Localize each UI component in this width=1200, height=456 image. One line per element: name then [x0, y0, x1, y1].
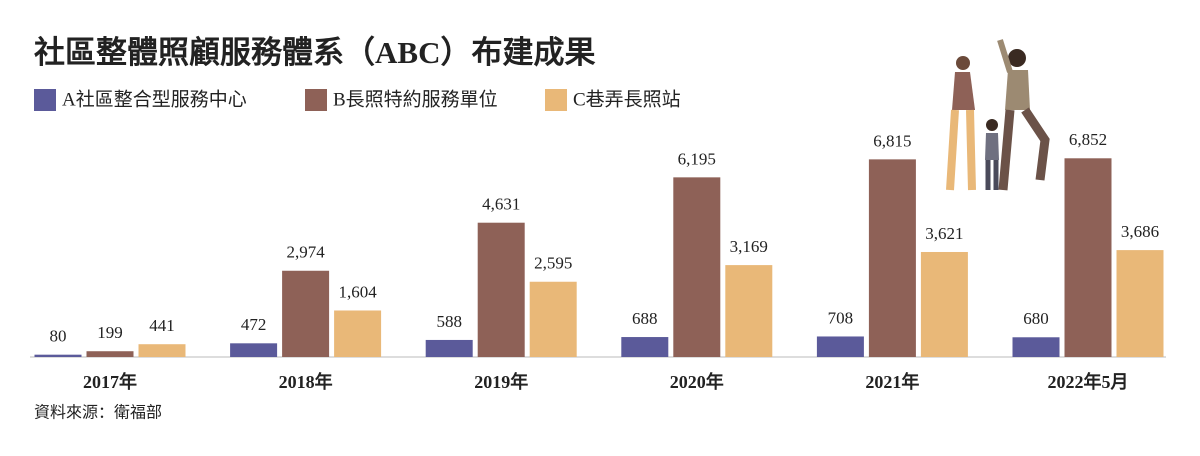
bar [920, 251, 968, 357]
x-tick-label: 2019年 [474, 371, 528, 392]
chart-title: 社區整體照顧服務體系（ABC）布建成果 [34, 35, 595, 70]
value-label: 2,974 [286, 243, 325, 262]
x-tick-label: 2020年 [670, 371, 724, 392]
value-label: 441 [149, 316, 175, 335]
value-label: 6,815 [873, 131, 911, 150]
value-label: 688 [632, 309, 658, 328]
x-tick-label: 2021年 [865, 371, 919, 392]
bar [1116, 250, 1164, 357]
value-label: 2,595 [534, 254, 572, 273]
bar [621, 337, 669, 357]
bar [34, 354, 82, 357]
bar [86, 351, 134, 357]
bar [529, 281, 577, 357]
bar [673, 177, 721, 357]
x-tick-label: 2018年 [279, 371, 333, 392]
illustration [946, 39, 1050, 191]
value-label: 3,686 [1121, 222, 1159, 241]
bar [282, 270, 330, 357]
source: 資料來源：衛福部 [34, 403, 162, 422]
bar [138, 344, 186, 357]
value-label: 588 [436, 312, 462, 331]
value-label: 6,195 [678, 149, 716, 168]
value-label: 4,631 [482, 195, 520, 214]
bar [725, 265, 773, 357]
value-label: 3,169 [730, 237, 768, 256]
legend-label: C巷弄長照站 [573, 88, 681, 110]
value-label: 80 [50, 327, 67, 346]
value-label: 708 [828, 308, 854, 327]
bar [230, 343, 278, 357]
value-label: 6,852 [1069, 130, 1107, 149]
bar [477, 222, 525, 357]
legend-swatch [34, 89, 56, 111]
legend-label: B長照特約服務單位 [333, 88, 498, 110]
value-label: 1,604 [338, 282, 377, 301]
bar [425, 339, 473, 357]
legend-label: A社區整合型服務中心 [62, 88, 247, 110]
value-label: 3,621 [925, 224, 963, 243]
bar [868, 159, 916, 357]
value-label: 472 [241, 315, 267, 334]
value-label: 199 [97, 323, 123, 342]
bar [1064, 158, 1112, 357]
bar [1012, 337, 1060, 357]
legend-swatch [305, 89, 327, 111]
x-tick-label: 2022年5月 [1048, 371, 1129, 392]
value-label: 680 [1023, 309, 1049, 328]
legend-swatch [545, 89, 567, 111]
bar [816, 336, 864, 357]
bar [334, 310, 382, 357]
x-tick-label: 2017年 [83, 371, 137, 392]
